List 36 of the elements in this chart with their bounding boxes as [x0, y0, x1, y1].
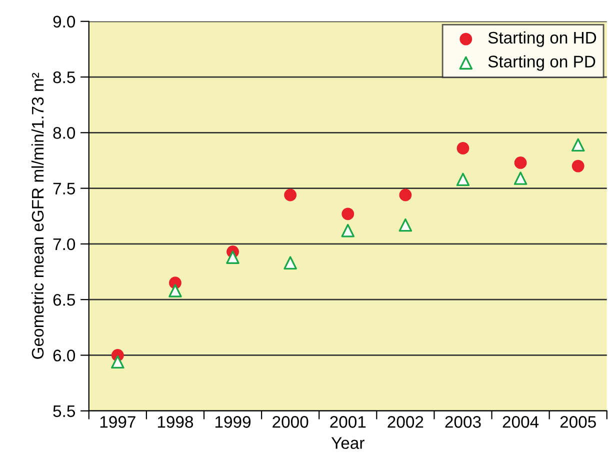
- point: [514, 156, 527, 169]
- point: [514, 172, 528, 185]
- legend-label: Starting on PD: [488, 55, 596, 71]
- x-tick-label: 1999: [216, 416, 251, 428]
- point: [572, 160, 584, 172]
- point: [226, 250, 240, 264]
- y-tick-label: 6.0: [53, 350, 76, 362]
- y-axis-title: Geometric mean eGFR ml/min/1.73 m²: [31, 72, 44, 359]
- point: [399, 188, 412, 202]
- x-tick-label: 2003: [445, 416, 481, 428]
- y-tick-label: 8.5: [53, 71, 75, 84]
- point: [342, 208, 354, 220]
- point: [284, 256, 297, 270]
- point: [111, 355, 124, 369]
- legend-label: Starting on HD: [488, 31, 596, 47]
- y-tick-label: 9.0: [53, 16, 76, 28]
- point: [284, 188, 297, 202]
- point: [456, 142, 470, 154]
- y-tick-label: 5.5: [53, 405, 75, 418]
- point: [168, 284, 182, 298]
- x-tick-label: 2000: [272, 416, 308, 428]
- point: [341, 224, 355, 238]
- x-tick-label: 2004: [502, 416, 539, 428]
- x-axis-title: Year: [331, 437, 364, 449]
- y-tick-label: 8.0: [53, 127, 76, 139]
- x-tick-label: 1997: [100, 416, 136, 428]
- x-tick-label: 2002: [388, 416, 424, 428]
- y-tick-label: 7.5: [53, 182, 75, 195]
- y-tick-label: 7.0: [53, 238, 76, 250]
- x-tick-label: 2001: [330, 416, 366, 428]
- x-tick-label: 2005: [560, 416, 596, 428]
- point: [456, 172, 470, 186]
- point: [398, 218, 412, 232]
- y-tick-label: 6.5: [53, 294, 75, 306]
- point: [571, 138, 585, 152]
- x-tick-label: 1998: [158, 416, 194, 428]
